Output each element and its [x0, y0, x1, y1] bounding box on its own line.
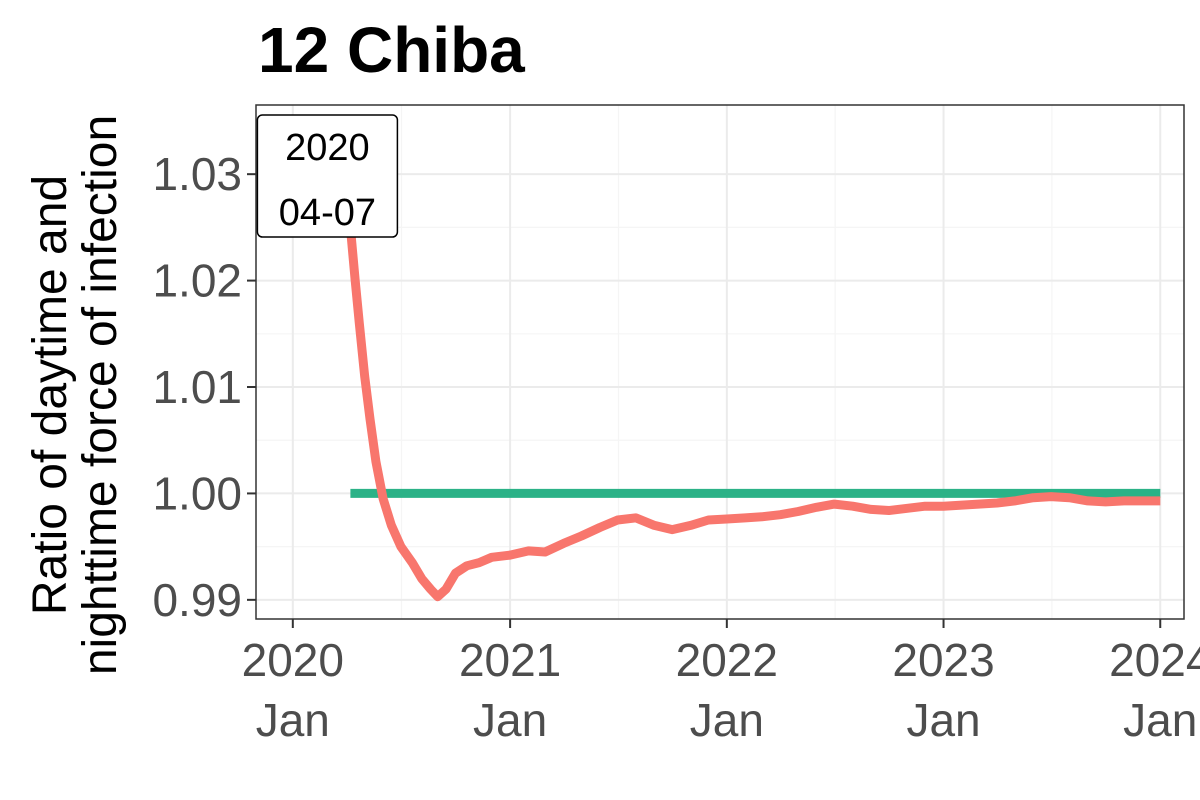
x-tick-label-month: Jan [256, 694, 330, 746]
chart-title: 12 Chiba [258, 14, 525, 86]
y-axis-label: Ratio of daytime and nighttime force of … [24, 115, 127, 675]
x-tick-label-month: Jan [906, 694, 980, 746]
annotation-year: 2020 [285, 127, 370, 169]
y-tick-label: 1.01 [152, 361, 242, 413]
x-tick-label-year: 2023 [892, 634, 994, 686]
y-tick-label: 0.99 [152, 574, 242, 626]
x-tick-label-year: 2021 [459, 634, 561, 686]
x-tick-label-year: 2024 [1109, 634, 1200, 686]
x-tick-label-month: Jan [690, 694, 764, 746]
annotation-box [256, 114, 399, 238]
grid-minor [256, 105, 1184, 619]
series-layer [345, 226, 1161, 602]
series-line [345, 226, 1161, 602]
x-tick-label-month: Jan [473, 694, 547, 746]
y-axis: 0.99 1.00 1.01 1.02 1.03 [152, 148, 256, 626]
x-tick-label-month: Jan [1123, 694, 1197, 746]
y-tick-label: 1.00 [152, 467, 242, 519]
y-axis-label-line-1: Ratio of daytime and [24, 175, 77, 615]
plot-border [255, 104, 1185, 620]
x-tick-label-year: 2020 [242, 634, 344, 686]
y-axis-label-line-2: nighttime force of infection [74, 115, 127, 675]
plot-panel [256, 105, 1184, 619]
x-axis: 2020 Jan 2021 Jan 2022 Jan 2023 Jan 2024 Jan [242, 619, 1200, 746]
annotation-date: 04-07 [279, 192, 376, 234]
date-annotation: 2020 04-07 [256, 114, 399, 238]
y-tick-label: 1.03 [152, 148, 242, 200]
x-tick-label-year: 2022 [676, 634, 778, 686]
y-tick-label: 1.02 [152, 255, 242, 307]
